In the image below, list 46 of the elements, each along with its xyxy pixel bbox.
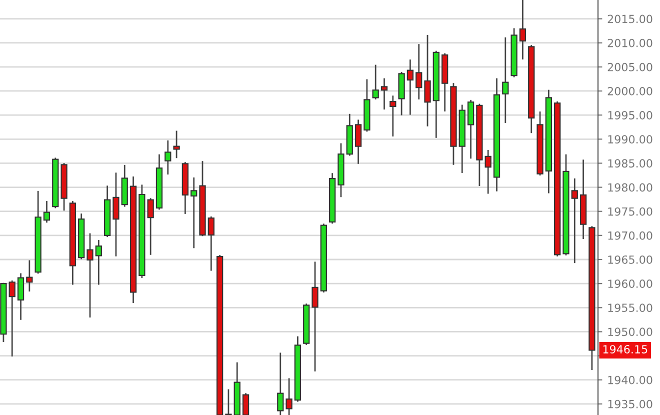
candlestick bbox=[467, 100, 474, 159]
candlestick bbox=[416, 44, 422, 100]
candlestick bbox=[380, 78, 388, 110]
candlestick bbox=[208, 216, 214, 271]
candlestick bbox=[484, 150, 492, 194]
candlestick bbox=[502, 37, 509, 123]
candlestick bbox=[390, 96, 396, 136]
candlestick bbox=[112, 172, 120, 256]
y-tick-label: 1970.00 bbox=[608, 231, 652, 240]
y-tick-label: 1990.00 bbox=[608, 135, 652, 144]
y-tick-label: 1975.00 bbox=[608, 207, 652, 216]
candlestick bbox=[372, 64, 379, 100]
y-tick-label: 1995.00 bbox=[608, 111, 652, 120]
text: 1946.15 bbox=[603, 345, 648, 354]
y-tick-label: 2000.00 bbox=[608, 86, 652, 96]
candlestick bbox=[190, 177, 198, 248]
candlestick bbox=[286, 378, 292, 415]
y-tick-label: 1980.00 bbox=[608, 183, 652, 192]
candlestick bbox=[147, 198, 154, 255]
candlestick bbox=[225, 389, 232, 415]
candlestick bbox=[424, 34, 431, 126]
candlestick bbox=[17, 273, 24, 320]
candlestick bbox=[354, 120, 362, 164]
y-tick-label: 1985.00 bbox=[608, 159, 652, 168]
y-tick-label: 1960.00 bbox=[608, 280, 652, 288]
candlestick bbox=[571, 178, 578, 264]
candlestick bbox=[242, 393, 250, 415]
candlestick bbox=[164, 140, 172, 174]
candlestick bbox=[95, 240, 102, 285]
y-tick-label: 2005.00 bbox=[608, 62, 652, 72]
y-tick-label: 2010.00 bbox=[608, 38, 652, 48]
y-tick-label: 1940.00 bbox=[608, 376, 652, 384]
candlestick bbox=[26, 260, 33, 292]
y-tick-label: 1965.00 bbox=[608, 255, 652, 264]
y-tick-label: 1935.00 bbox=[608, 400, 652, 408]
y-tick-label: 2015.00 bbox=[608, 14, 652, 24]
candlestick bbox=[43, 201, 50, 223]
candlestick bbox=[312, 262, 318, 372]
candlestick bbox=[86, 233, 94, 318]
candlestick bbox=[173, 130, 180, 158]
candlestick bbox=[406, 59, 414, 115]
candlestick bbox=[519, 0, 526, 60]
candlestick bbox=[277, 352, 284, 415]
y-tick-label: 1950.00 bbox=[608, 328, 652, 336]
candlestick bbox=[8, 280, 16, 356]
y-tick-label: 1955.00 bbox=[608, 304, 652, 312]
